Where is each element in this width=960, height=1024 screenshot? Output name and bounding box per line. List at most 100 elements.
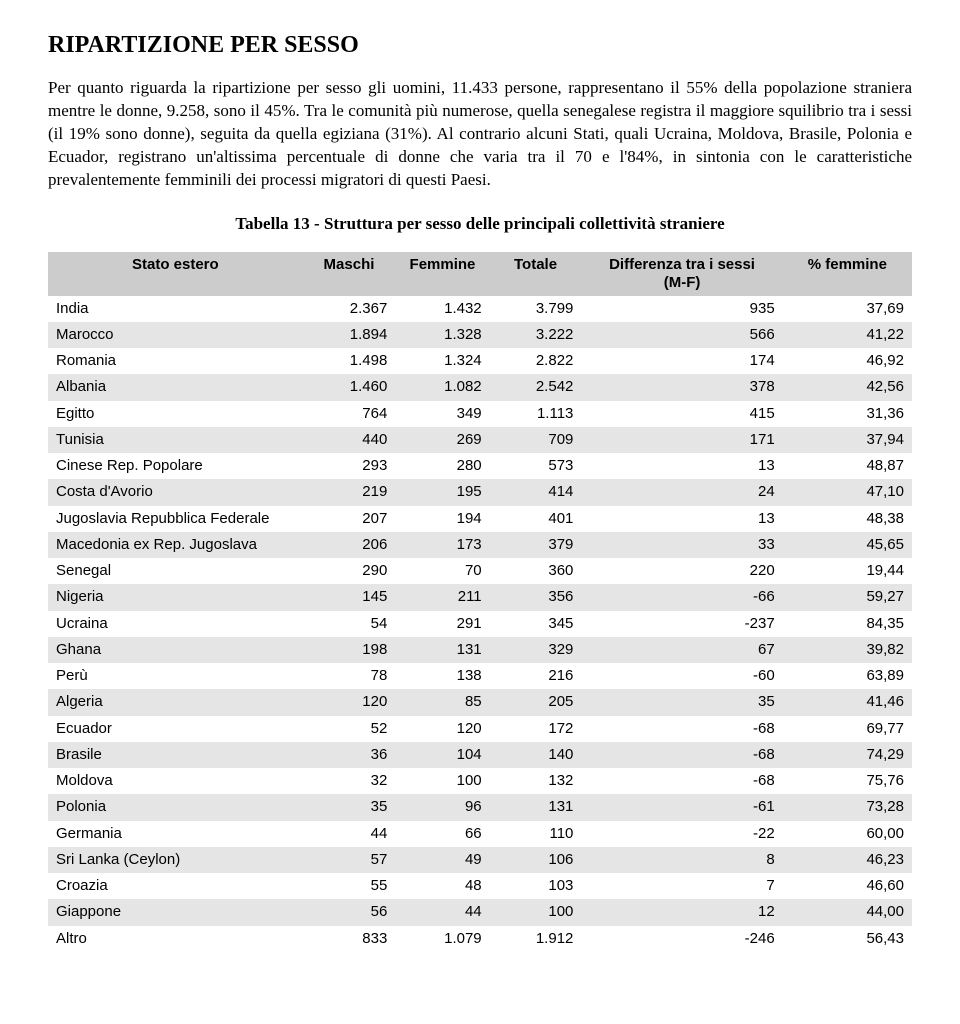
table-row: Nigeria145211356-6659,27 (48, 584, 912, 610)
cell-male: 764 (303, 401, 396, 427)
cell-female: 85 (395, 689, 489, 715)
cell-female: 291 (395, 611, 489, 637)
cell-total: 414 (490, 479, 582, 505)
cell-total: 103 (490, 873, 582, 899)
cell-total: 401 (490, 506, 582, 532)
table-row: Macedonia ex Rep. Jugoslava2061733793345… (48, 532, 912, 558)
cell-diff: -68 (581, 742, 782, 768)
cell-total: 216 (490, 663, 582, 689)
cell-male: 145 (303, 584, 396, 610)
cell-total: 131 (490, 794, 582, 820)
table-row: India2.3671.4323.79993537,69 (48, 296, 912, 322)
cell-female: 195 (395, 479, 489, 505)
cell-diff: -68 (581, 768, 782, 794)
table-row: Tunisia44026970917137,94 (48, 427, 912, 453)
cell-pct: 73,28 (783, 794, 912, 820)
table-row: Giappone56441001244,00 (48, 899, 912, 925)
cell-total: 379 (490, 532, 582, 558)
cell-state: Jugoslavia Repubblica Federale (48, 506, 303, 532)
cell-total: 356 (490, 584, 582, 610)
col-header-state: Stato estero (48, 252, 303, 296)
cell-diff: 415 (581, 401, 782, 427)
cell-female: 1.324 (395, 348, 489, 374)
col-header-male: Maschi (303, 252, 396, 296)
cell-female: 1.082 (395, 374, 489, 400)
cell-male: 198 (303, 637, 396, 663)
cell-pct: 74,29 (783, 742, 912, 768)
cell-total: 329 (490, 637, 582, 663)
cell-total: 100 (490, 899, 582, 925)
cell-male: 440 (303, 427, 396, 453)
cell-female: 280 (395, 453, 489, 479)
table-row: Ucraina54291345-23784,35 (48, 611, 912, 637)
cell-state: Egitto (48, 401, 303, 427)
cell-female: 70 (395, 558, 489, 584)
cell-female: 1.432 (395, 296, 489, 322)
cell-state: Senegal (48, 558, 303, 584)
cell-male: 219 (303, 479, 396, 505)
table-row: Brasile36104140-6874,29 (48, 742, 912, 768)
table-row: Germania4466110-2260,00 (48, 821, 912, 847)
cell-state: Giappone (48, 899, 303, 925)
cell-diff: 378 (581, 374, 782, 400)
cell-diff: -61 (581, 794, 782, 820)
cell-diff: -22 (581, 821, 782, 847)
cell-male: 2.367 (303, 296, 396, 322)
cell-female: 44 (395, 899, 489, 925)
cell-pct: 19,44 (783, 558, 912, 584)
cell-total: 345 (490, 611, 582, 637)
cell-female: 100 (395, 768, 489, 794)
table-row: Jugoslavia Repubblica Federale2071944011… (48, 506, 912, 532)
col-header-diff: Differenza tra i sessi(M-F) (581, 252, 782, 296)
cell-pct: 56,43 (783, 926, 912, 952)
cell-female: 1.079 (395, 926, 489, 952)
cell-diff: 24 (581, 479, 782, 505)
cell-total: 3.222 (490, 322, 582, 348)
cell-male: 56 (303, 899, 396, 925)
cell-state: Algeria (48, 689, 303, 715)
cell-male: 1.460 (303, 374, 396, 400)
cell-state: Macedonia ex Rep. Jugoslava (48, 532, 303, 558)
cell-female: 1.328 (395, 322, 489, 348)
cell-diff: -246 (581, 926, 782, 952)
table-row: Costa d'Avorio2191954142447,10 (48, 479, 912, 505)
table-row: Perù78138216-6063,89 (48, 663, 912, 689)
cell-state: Moldova (48, 768, 303, 794)
cell-diff: 13 (581, 453, 782, 479)
cell-diff: 35 (581, 689, 782, 715)
data-table: Stato estero Maschi Femmine Totale Diffe… (48, 252, 912, 952)
table-row: Albania1.4601.0822.54237842,56 (48, 374, 912, 400)
cell-pct: 46,60 (783, 873, 912, 899)
cell-total: 132 (490, 768, 582, 794)
table-row: Egitto7643491.11341531,36 (48, 401, 912, 427)
cell-diff: 171 (581, 427, 782, 453)
cell-total: 172 (490, 716, 582, 742)
cell-total: 110 (490, 821, 582, 847)
col-header-pct: % femmine (783, 252, 912, 296)
cell-female: 269 (395, 427, 489, 453)
cell-state: Costa d'Avorio (48, 479, 303, 505)
cell-state: Romania (48, 348, 303, 374)
cell-state: Croazia (48, 873, 303, 899)
cell-state: Altro (48, 926, 303, 952)
cell-state: Ghana (48, 637, 303, 663)
cell-total: 709 (490, 427, 582, 453)
cell-female: 349 (395, 401, 489, 427)
cell-female: 49 (395, 847, 489, 873)
table-row: Senegal2907036022019,44 (48, 558, 912, 584)
cell-state: Polonia (48, 794, 303, 820)
cell-diff: -60 (581, 663, 782, 689)
cell-pct: 37,94 (783, 427, 912, 453)
cell-female: 173 (395, 532, 489, 558)
cell-female: 66 (395, 821, 489, 847)
cell-male: 32 (303, 768, 396, 794)
table-row: Marocco1.8941.3283.22256641,22 (48, 322, 912, 348)
page-title: RIPARTIZIONE PER SESSO (48, 32, 912, 59)
body-paragraph: Per quanto riguarda la ripartizione per … (48, 77, 912, 192)
cell-male: 44 (303, 821, 396, 847)
cell-pct: 37,69 (783, 296, 912, 322)
cell-male: 1.498 (303, 348, 396, 374)
cell-diff: 33 (581, 532, 782, 558)
cell-pct: 59,27 (783, 584, 912, 610)
cell-male: 36 (303, 742, 396, 768)
